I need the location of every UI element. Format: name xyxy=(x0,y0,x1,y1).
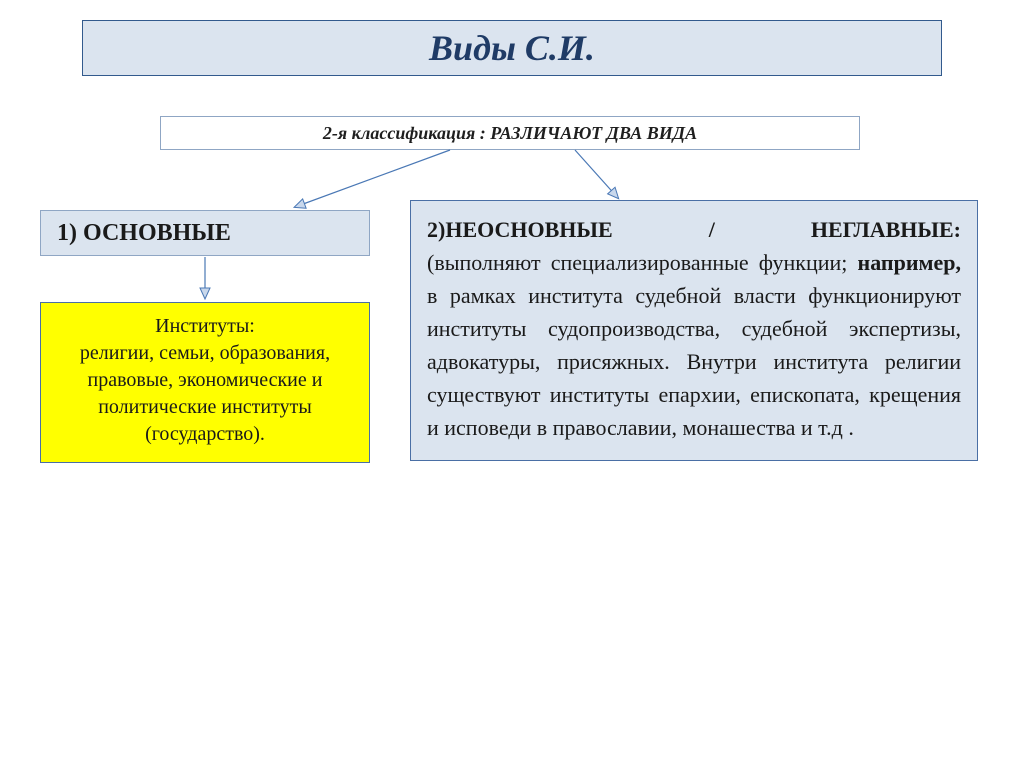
right-branch-body: (выполняют специализированные функции; н… xyxy=(427,246,961,444)
right-body-bold: например, xyxy=(858,250,961,275)
right-branch-header: 2)НЕОСНОВНЫЕ / НЕГЛАВНЫЕ: xyxy=(427,213,961,246)
left-branch-header: 1) ОСНОВНЫЕ xyxy=(40,210,370,256)
yellow-box-text: Институты:религии, семьи, образования, п… xyxy=(80,315,330,445)
classification-banner: 2-я классификация : РАЗЛИЧАЮТ ДВА ВИДА xyxy=(160,116,860,150)
right-body-post: в рамках института судебной власти функц… xyxy=(427,283,961,440)
right-branch-box: 2)НЕОСНОВНЫЕ / НЕГЛАВНЫЕ: (выполняют спе… xyxy=(410,200,978,461)
right-body-pre: (выполняют специализированные функции; xyxy=(427,250,858,275)
page-title: Виды С.И. xyxy=(82,20,942,76)
left-branch-body: Институты:религии, семьи, образования, п… xyxy=(40,302,370,463)
